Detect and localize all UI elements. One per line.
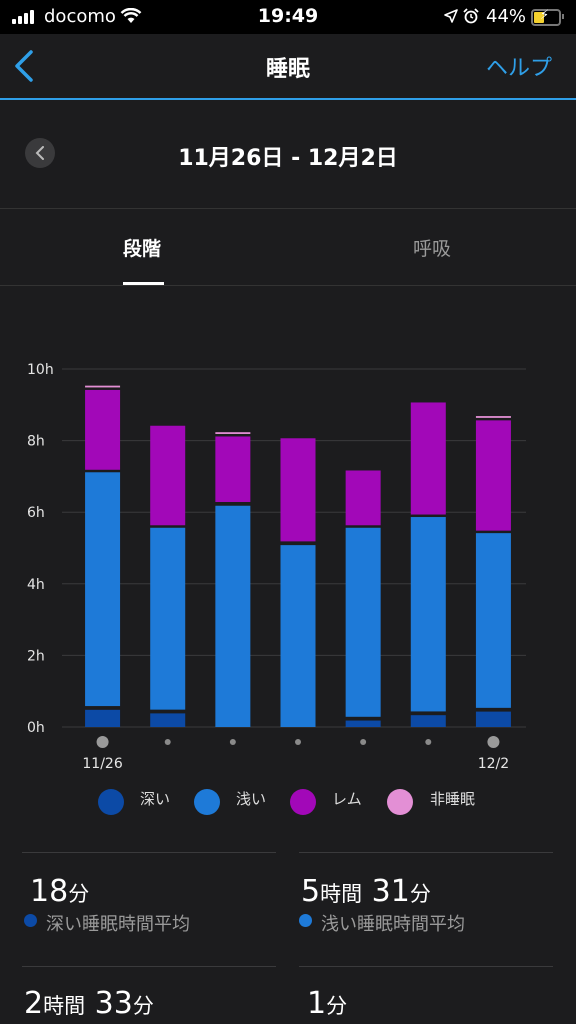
legend-label-rem: レム — [332, 790, 362, 808]
stat-value: 18分 — [30, 874, 90, 909]
bar-segment — [345, 720, 381, 727]
help-button[interactable]: ヘルプ — [485, 56, 552, 81]
legend-label-awake: 非睡眠 — [430, 790, 476, 808]
stat-awake-average: 1分 — [299, 966, 553, 1024]
bar-segment — [345, 527, 381, 717]
x-tick-marker — [487, 736, 500, 748]
y-tick-label: 0h — [27, 720, 45, 736]
nav-bar: 睡眠 ヘルプ — [0, 34, 576, 100]
bar-segment — [410, 402, 446, 515]
y-tick-label: 6h — [27, 505, 45, 521]
bar-segment — [280, 438, 316, 542]
date-range-selector: 11月26日 - 12月2日 — [0, 100, 576, 209]
chevron-left-icon — [35, 146, 44, 160]
tab-breathing[interactable]: 呼吸 — [413, 238, 452, 260]
y-tick-label: 2h — [27, 648, 45, 664]
stat-rem-average: 2時間 33分 — [22, 966, 276, 1024]
bar-segment — [345, 470, 381, 526]
bar-segment — [85, 472, 121, 707]
bar-segment — [85, 389, 121, 470]
stat-light-average: 5時間 31分 浅い睡眠時間平均 — [299, 852, 553, 962]
bar-segment — [410, 517, 446, 712]
legend-swatch-rem — [290, 789, 316, 815]
bar-segment — [150, 713, 186, 727]
bar-segment — [215, 432, 251, 434]
battery-icon: ⚡ — [531, 8, 564, 26]
signal-strength-icon — [12, 10, 40, 24]
bar-segment — [475, 533, 511, 708]
stat-label: 深い睡眠時間平均 — [46, 914, 190, 935]
legend-label-deep: 深い — [140, 790, 171, 808]
bar-segment — [150, 527, 186, 710]
location-icon — [444, 9, 458, 23]
stat-value: 5時間 31分 — [301, 874, 431, 909]
tab-bar: 段階 呼吸 — [0, 209, 576, 286]
stat-color-dot — [24, 914, 37, 927]
legend-label-light: 浅い — [236, 790, 267, 808]
bar-segment — [85, 709, 121, 727]
alarm-icon — [463, 8, 479, 24]
wifi-icon — [120, 8, 142, 23]
x-tick-marker — [229, 739, 236, 745]
active-tab-indicator — [123, 282, 164, 285]
x-tick-marker — [96, 736, 109, 748]
x-tick-marker — [425, 739, 432, 745]
clock-time: 19:49 — [257, 5, 319, 27]
legend-swatch-awake — [387, 789, 413, 815]
bar-segment — [215, 505, 251, 727]
bar-segment — [475, 416, 511, 418]
status-bar: docomo 19:49 44% ⚡ — [0, 0, 576, 34]
bar-segment — [475, 711, 511, 727]
back-chevron-icon[interactable] — [12, 49, 36, 83]
stat-value: 1分 — [307, 986, 348, 1021]
legend-swatch-deep — [98, 789, 124, 815]
stacked-bar-chart: 0h 2h 4h 6h 8h 10h 11/26 12/2 — [27, 362, 526, 772]
stat-value: 2時間 33分 — [24, 986, 154, 1021]
bar-segment — [280, 545, 316, 727]
x-tick-label: 12/2 — [478, 756, 509, 772]
tab-stages[interactable]: 段階 — [123, 238, 162, 260]
date-range-label: 11月26日 - 12月2日 — [178, 146, 398, 171]
x-tick-marker — [164, 739, 171, 745]
x-tick-marker — [295, 739, 301, 745]
x-tick-marker — [360, 739, 367, 745]
stat-deep-average: 18分 深い睡眠時間平均 — [22, 852, 276, 962]
previous-week-button[interactable] — [25, 138, 55, 168]
bar-segment — [85, 385, 121, 388]
bar-segment — [475, 420, 511, 531]
y-tick-label: 4h — [27, 577, 45, 593]
legend-swatch-light — [194, 789, 220, 815]
sleep-stages-chart: 0h 2h 4h 6h 8h 10h 11/26 12/2 — [0, 290, 576, 840]
carrier-name: docomo — [44, 6, 116, 27]
y-tick-label: 8h — [27, 434, 45, 450]
battery-percent: 44% — [486, 6, 527, 27]
stat-label: 浅い睡眠時間平均 — [321, 914, 465, 935]
bar-segment — [215, 436, 251, 502]
bar-segment — [410, 715, 446, 727]
bar-segment — [150, 425, 186, 526]
x-tick-label: 11/26 — [82, 756, 122, 772]
y-tick-label: 10h — [27, 362, 54, 378]
stat-color-dot — [299, 914, 312, 927]
page-title: 睡眠 — [265, 57, 310, 82]
